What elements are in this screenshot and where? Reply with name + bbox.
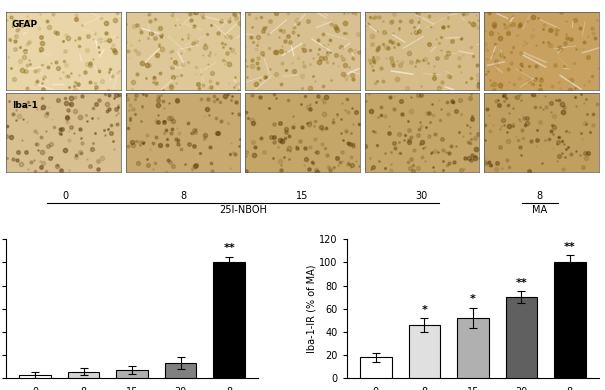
- Text: GFAP: GFAP: [11, 20, 38, 28]
- Text: MA: MA: [532, 205, 547, 215]
- Text: 0: 0: [62, 191, 68, 201]
- Text: **: **: [515, 278, 527, 288]
- Text: Iba-1: Iba-1: [11, 101, 38, 110]
- Text: **: **: [564, 242, 576, 252]
- Text: 8: 8: [181, 191, 187, 201]
- Text: *: *: [421, 305, 427, 314]
- Text: 8: 8: [537, 191, 543, 201]
- Bar: [554, 262, 586, 378]
- Bar: [214, 262, 245, 378]
- Bar: [116, 370, 148, 378]
- Text: 25I-NBOH: 25I-NBOH: [219, 205, 267, 215]
- Bar: [165, 363, 197, 378]
- Text: *: *: [470, 294, 476, 304]
- Text: **: **: [223, 243, 235, 253]
- Bar: [408, 325, 440, 378]
- Text: 30: 30: [415, 191, 427, 201]
- Bar: [457, 318, 489, 378]
- Bar: [68, 372, 99, 378]
- Bar: [506, 297, 537, 378]
- Bar: [360, 357, 391, 378]
- Y-axis label: Iba-1-IR (% of MA): Iba-1-IR (% of MA): [306, 264, 316, 353]
- Bar: [19, 375, 51, 378]
- Text: 15: 15: [296, 191, 309, 201]
